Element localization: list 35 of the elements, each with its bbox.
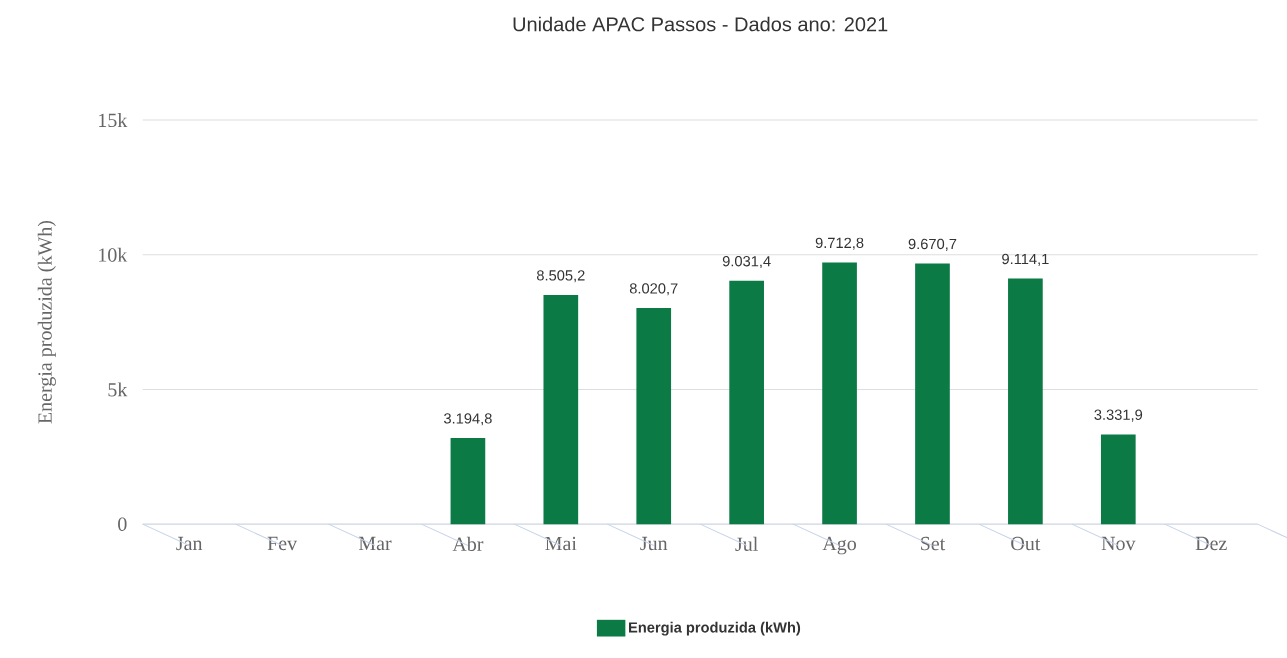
bar: [915, 263, 950, 525]
x-tick-label: Mar: [358, 536, 392, 551]
x-tick-label: Nov: [1101, 536, 1136, 551]
x-tick-label: Ago: [822, 536, 857, 555]
data-label: 3.331,9: [1094, 409, 1143, 422]
data-label: 9.712,8: [815, 237, 864, 250]
x-tick-label: Jul: [735, 536, 758, 551]
data-label: 8.505,2: [536, 270, 585, 283]
data-label: 9.670,7: [908, 238, 957, 251]
x-tick-label: Mai: [545, 536, 577, 551]
data-label: 3.194,8: [444, 413, 492, 426]
x-tick-label: Set: [921, 536, 946, 551]
x-tick-label: Out: [1011, 536, 1041, 551]
x-tick-label: Fev: [267, 536, 298, 551]
legend-label: Energia produzida (kWh): [629, 621, 801, 636]
y-tick-label: 15k: [99, 112, 128, 127]
y-axis-title: Energia produzida (kWh): [37, 220, 56, 424]
x-tick-label: Jun: [640, 536, 668, 551]
bar: [729, 280, 764, 525]
data-label: 8.020,7: [629, 283, 678, 296]
y-tick-label: 0: [118, 517, 127, 531]
data-label: 9.031,4: [722, 255, 771, 269]
bar: [822, 262, 857, 525]
x-tick-label: Abr: [452, 536, 484, 551]
bar: [636, 307, 672, 525]
data-label: 9.114,1: [1002, 253, 1049, 266]
bar: [1100, 434, 1136, 525]
chart-title: Unidade APAC Passos - Dados ano: 2021: [513, 16, 888, 32]
x-tick-label: Jan: [176, 536, 203, 551]
y-tick-label: 10k: [99, 247, 128, 262]
bar: [543, 294, 579, 525]
x-tick-label: Dez: [1195, 536, 1227, 551]
bar: [1008, 278, 1043, 525]
bar: [450, 437, 486, 525]
y-tick-label: 5k: [108, 382, 128, 397]
